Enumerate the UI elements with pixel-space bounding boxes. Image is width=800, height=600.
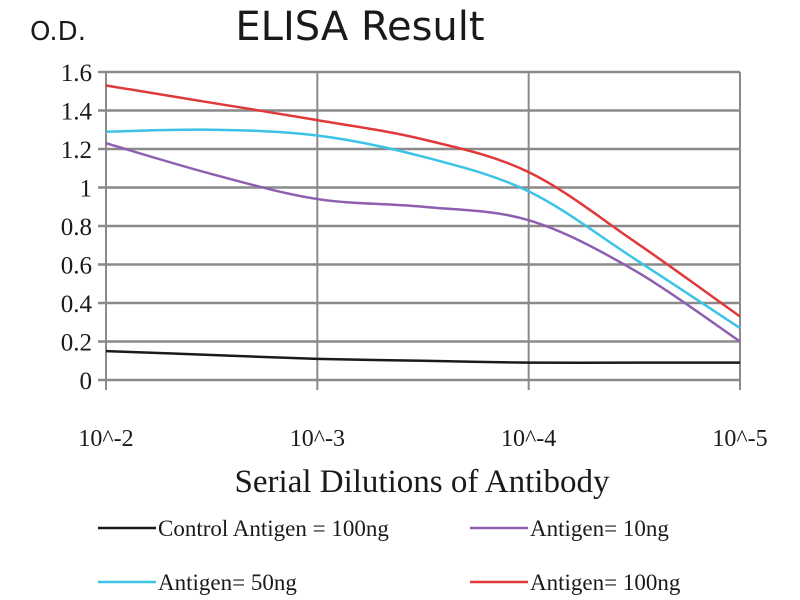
y-tick-label: 0 bbox=[80, 368, 93, 395]
x-tick-label: 10^-4 bbox=[501, 426, 556, 452]
legend: Control Antigen = 100ng Antigen= 10ng Anti… bbox=[98, 516, 681, 595]
y-tick-label: 0.4 bbox=[61, 291, 93, 318]
y-tick-label: 0.8 bbox=[61, 214, 92, 241]
grid bbox=[98, 70, 741, 390]
series-line-0 bbox=[105, 349, 740, 365]
legend-item: Antigen= 50ng bbox=[98, 570, 297, 595]
y-tick-labels: 0 0.2 0.4 0.6 0.8 1 1.2 1.4 1.6 bbox=[61, 60, 93, 395]
chart-title: ELISA Result bbox=[235, 4, 484, 50]
legend-label: Antigen= 100ng bbox=[530, 570, 681, 595]
x-tick-label: 10^-5 bbox=[712, 426, 767, 452]
y-tick-label: 0.2 bbox=[61, 330, 92, 357]
series-line-1 bbox=[105, 142, 741, 343]
x-tick-label: 10^-2 bbox=[78, 426, 133, 452]
x-tick-labels: 10^-2 10^-3 10^-4 10^-5 bbox=[78, 426, 767, 452]
x-axis-label: Serial Dilutions of Antibody bbox=[235, 464, 610, 500]
legend-item: Antigen= 100ng bbox=[470, 570, 681, 595]
y-tick-label: 1.6 bbox=[61, 60, 92, 87]
y-tick-label: 0.6 bbox=[61, 253, 92, 280]
y-axis-label: O.D. bbox=[30, 17, 86, 47]
y-tick-label: 1.2 bbox=[61, 137, 92, 164]
legend-item: Antigen= 10ng bbox=[470, 516, 669, 541]
legend-item: Control Antigen = 100ng bbox=[98, 516, 389, 541]
legend-label: Antigen= 50ng bbox=[158, 570, 297, 595]
series-line-2 bbox=[105, 128, 741, 330]
legend-label: Control Antigen = 100ng bbox=[158, 516, 389, 541]
legend-label: Antigen= 10ng bbox=[530, 516, 669, 541]
series-line-3 bbox=[105, 84, 741, 318]
series-lines bbox=[105, 84, 741, 365]
y-tick-label: 1 bbox=[80, 176, 93, 203]
x-tick-label: 10^-3 bbox=[290, 426, 345, 452]
y-tick-label: 1.4 bbox=[61, 99, 93, 126]
